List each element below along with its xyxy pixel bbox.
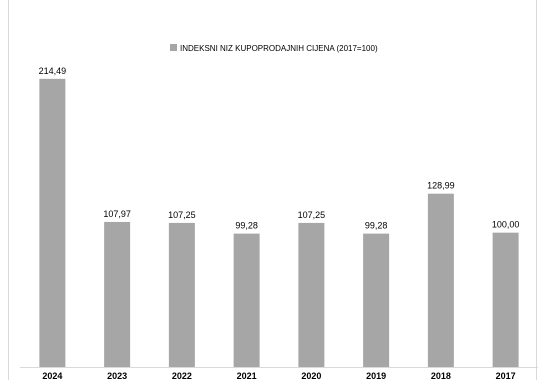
chart-frame <box>8 0 537 380</box>
legend-label: INDEKSNI NIZ KUPOPRODAJNIH CIJENA (2017=… <box>180 44 378 53</box>
data-labels: 214,49 107,97 107,25 99,28 107,25 99,28 128,99… <box>39 66 520 231</box>
data-label-2017: 100,00 <box>492 220 520 230</box>
bar-2018 <box>427 193 454 367</box>
data-label-2024: 214,49 <box>39 66 67 76</box>
data-label-2019: 99,28 <box>365 221 388 231</box>
x-tick-label-2021: 2021 <box>237 371 257 381</box>
data-label-2023: 107,97 <box>103 209 131 219</box>
x-tick-label-2024: 2024 <box>42 371 62 381</box>
bar-2021 <box>233 233 260 367</box>
bar-2024 <box>39 78 66 368</box>
data-label-2021: 99,28 <box>235 221 258 231</box>
x-tick-label-2017: 2017 <box>496 371 516 381</box>
x-tick-label-2019: 2019 <box>366 371 386 381</box>
bar-2017 <box>492 232 519 367</box>
x-tick-label-2022: 2022 <box>172 371 192 381</box>
bar-2019 <box>363 233 390 367</box>
bars <box>39 78 519 368</box>
data-label-2020: 107,25 <box>298 210 326 220</box>
bar-2020 <box>298 222 325 367</box>
x-tick-label-2020: 2020 <box>301 371 321 381</box>
data-label-2022: 107,25 <box>168 210 196 220</box>
bar-2023 <box>104 221 131 367</box>
bar-2022 <box>168 222 195 367</box>
data-label-2018: 128,99 <box>427 181 455 191</box>
legend-swatch <box>170 44 177 51</box>
legend: INDEKSNI NIZ KUPOPRODAJNIH CIJENA (2017=… <box>170 44 378 53</box>
x-tick-labels: 2024 2023 2022 2021 2020 2019 2018 2017 <box>42 371 515 381</box>
x-tick-label-2023: 2023 <box>107 371 127 381</box>
x-tick-label-2018: 2018 <box>431 371 451 381</box>
